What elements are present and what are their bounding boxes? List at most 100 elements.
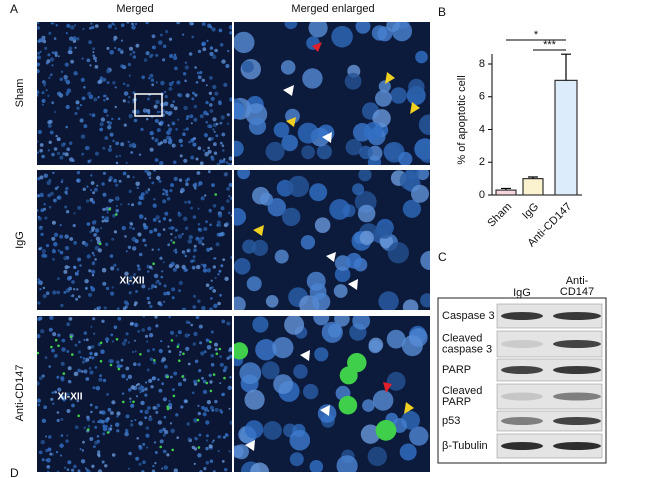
nucleus — [105, 216, 110, 221]
protein-label: caspase 3 — [442, 343, 492, 355]
apoptotic-cell — [152, 262, 155, 266]
nucleus — [94, 425, 98, 429]
nucleus — [272, 337, 294, 359]
nucleus — [308, 22, 328, 38]
nucleus — [372, 390, 394, 411]
nucleus — [234, 444, 249, 460]
nucleus — [109, 427, 113, 431]
apoptotic-cell — [87, 428, 90, 431]
nucleus — [45, 89, 48, 92]
nucleus — [157, 248, 160, 251]
nucleus — [64, 152, 69, 157]
nucleus — [199, 71, 203, 74]
nucleus — [293, 364, 308, 379]
nucleus — [120, 23, 125, 28]
nucleus — [217, 301, 221, 306]
nucleus — [168, 82, 173, 87]
nucleus — [75, 100, 80, 105]
nucleus — [54, 391, 58, 394]
nucleus — [209, 76, 213, 80]
nucleus — [48, 140, 52, 144]
nucleus — [144, 387, 148, 391]
nucleus — [72, 224, 76, 228]
nucleus — [63, 466, 67, 469]
nucleus — [37, 334, 41, 339]
nucleus — [213, 130, 216, 133]
band — [553, 442, 601, 450]
nucleus — [48, 179, 52, 182]
nucleus — [208, 444, 213, 449]
nucleus — [141, 75, 145, 80]
nucleus — [124, 235, 127, 238]
protein-label: Cleaved — [442, 332, 482, 344]
nucleus — [185, 93, 190, 98]
nucleus — [144, 393, 148, 397]
panel-label: D — [10, 466, 19, 478]
nucleus — [155, 410, 159, 414]
row-title: IgG — [14, 231, 26, 249]
nucleus — [105, 286, 110, 291]
nucleus — [214, 399, 218, 404]
nucleus — [64, 265, 69, 270]
nucleus — [199, 341, 203, 345]
nucleus — [131, 203, 135, 207]
nucleus — [193, 244, 197, 248]
nucleus — [60, 376, 65, 381]
nucleus — [37, 129, 43, 135]
nucleus — [99, 76, 104, 80]
nucleus — [134, 339, 136, 342]
nucleus — [77, 257, 82, 262]
nucleus — [136, 264, 140, 268]
nucleus — [159, 141, 164, 145]
nucleus — [165, 135, 170, 140]
nucleus — [170, 375, 173, 379]
nucleus — [126, 22, 130, 24]
nucleus — [209, 223, 212, 227]
nucleus — [114, 47, 117, 49]
nucleus — [66, 350, 70, 353]
nucleus — [136, 437, 139, 440]
nucleus — [115, 161, 119, 165]
nucleus — [171, 287, 176, 292]
nucleus — [204, 151, 209, 157]
nucleus — [116, 307, 120, 310]
nucleus — [216, 220, 221, 225]
nucleus — [203, 133, 208, 138]
nucleus — [89, 437, 94, 441]
apoptotic-cell — [209, 389, 213, 393]
nucleus — [183, 105, 188, 111]
nucleus — [144, 416, 148, 419]
nucleus — [346, 252, 362, 269]
nucleus — [90, 181, 95, 185]
nucleus — [69, 237, 74, 241]
nucleus — [168, 227, 171, 230]
nucleus — [91, 229, 94, 233]
lane-label: IgG — [513, 287, 531, 299]
nucleus — [177, 118, 180, 121]
nucleus — [183, 216, 188, 221]
nucleus — [85, 145, 90, 151]
nucleus — [138, 445, 143, 450]
apoptotic-cell — [50, 345, 53, 349]
nucleus — [182, 72, 187, 76]
nucleus — [168, 399, 171, 402]
nucleus — [107, 407, 112, 412]
nucleus — [64, 234, 69, 239]
nucleus — [170, 233, 173, 236]
nucleus — [210, 157, 215, 161]
nucleus — [289, 452, 304, 467]
nucleus — [50, 22, 54, 25]
nucleus — [64, 246, 70, 251]
nucleus — [51, 220, 56, 225]
nucleus — [172, 55, 178, 61]
nucleus — [76, 106, 80, 110]
nucleus — [212, 265, 216, 269]
nucleus — [200, 263, 203, 266]
nucleus — [206, 112, 209, 116]
nucleus — [152, 218, 157, 222]
nucleus — [188, 321, 191, 324]
nucleus — [173, 176, 178, 182]
nucleus — [149, 357, 154, 361]
nucleus — [175, 334, 178, 337]
